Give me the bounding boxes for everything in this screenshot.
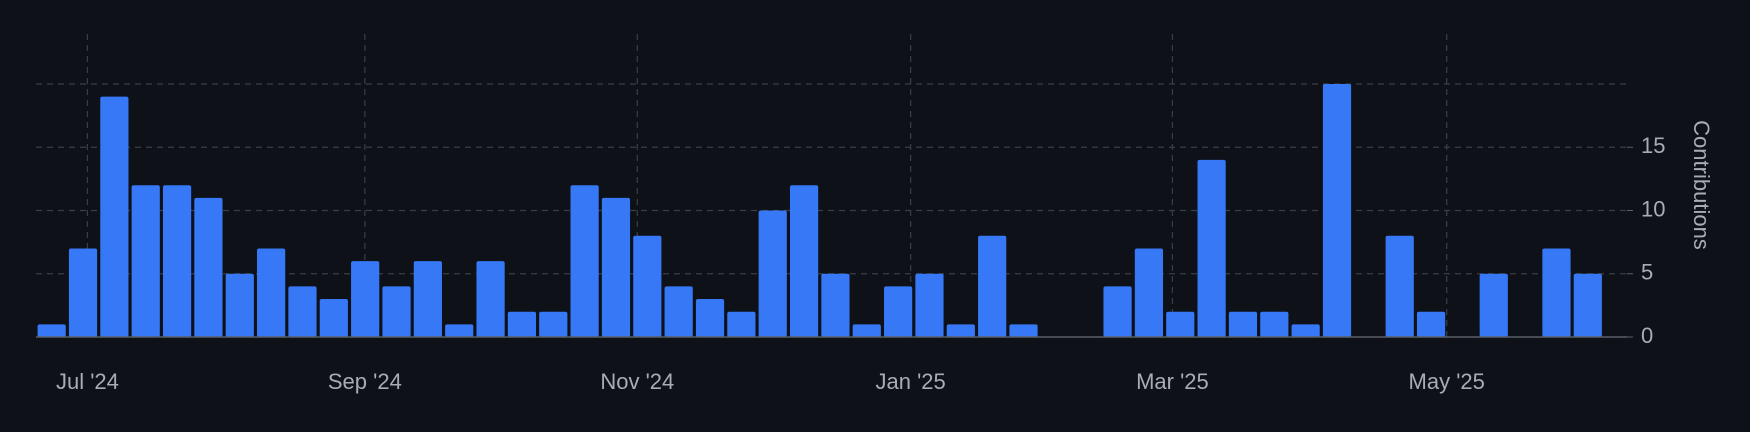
bar — [601, 197, 631, 337]
bar — [476, 261, 505, 337]
bar — [257, 248, 286, 337]
bar — [319, 299, 348, 337]
bar — [507, 311, 537, 337]
bar — [382, 286, 411, 337]
bar — [821, 273, 850, 337]
bar — [1134, 248, 1164, 337]
bar — [978, 235, 1007, 337]
bar — [1197, 159, 1226, 337]
bar — [225, 273, 254, 337]
bar — [570, 185, 599, 337]
bar — [1322, 84, 1352, 337]
bar — [194, 197, 223, 337]
bar — [1385, 235, 1414, 337]
bar — [727, 311, 756, 337]
x-tick-label: May '25 — [1409, 369, 1485, 394]
bar — [1228, 311, 1258, 337]
bar — [288, 286, 317, 337]
bar — [1009, 324, 1038, 337]
bar — [68, 248, 98, 337]
bar — [539, 311, 568, 337]
bar — [852, 324, 881, 337]
bar — [1103, 286, 1132, 337]
bar — [131, 185, 160, 337]
bar — [1260, 311, 1289, 337]
y-tick-label: 5 — [1641, 260, 1653, 285]
bar — [1416, 311, 1446, 337]
y-axis-label: Contributions — [1689, 120, 1714, 250]
x-tick-label: Sep '24 — [328, 369, 402, 394]
bar — [915, 273, 944, 337]
bar — [1479, 273, 1508, 337]
bar — [789, 185, 819, 337]
x-tick-label: Nov '24 — [600, 369, 674, 394]
x-tick-label: Mar '25 — [1136, 369, 1209, 394]
x-tick-label: Jan '25 — [876, 369, 946, 394]
bar — [1542, 248, 1571, 337]
x-tick-label: Jul '24 — [56, 369, 119, 394]
bar — [445, 324, 474, 337]
y-tick-label: 0 — [1641, 323, 1653, 348]
bar — [162, 185, 192, 337]
bar — [1573, 273, 1602, 337]
bar — [413, 261, 442, 337]
bar — [1291, 324, 1320, 337]
y-tick-label: 15 — [1641, 133, 1665, 158]
bar — [758, 210, 787, 337]
bar — [351, 261, 380, 337]
bar — [633, 235, 662, 337]
bar — [37, 324, 66, 337]
bar — [1166, 311, 1195, 337]
bar — [946, 324, 975, 337]
bar — [695, 299, 725, 337]
bar — [884, 286, 913, 337]
bar — [664, 286, 693, 337]
y-tick-label: 10 — [1641, 196, 1665, 221]
bar — [100, 96, 129, 338]
